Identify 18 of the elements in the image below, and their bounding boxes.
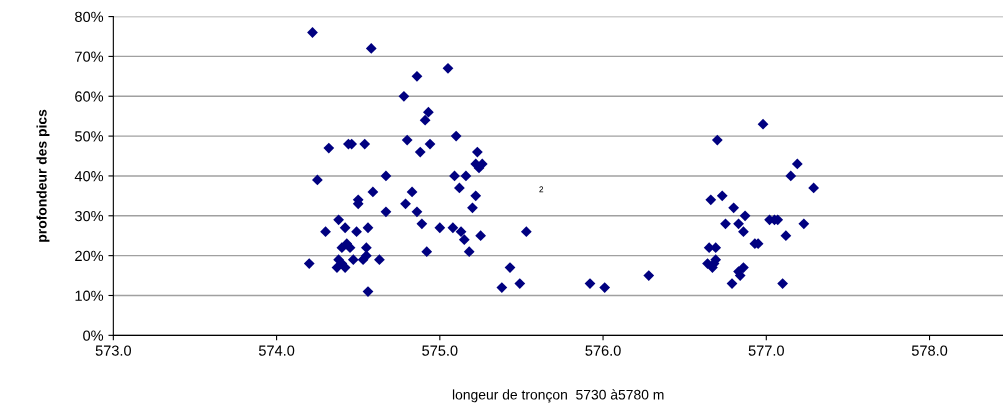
annotation: 2 — [539, 186, 544, 193]
y-tick-label: 80% — [75, 11, 104, 22]
x-axis-title: longeur de tronçon 5730 à5780 m — [452, 389, 664, 403]
y-tick-label: 10% — [75, 290, 104, 301]
x-tick-label: 574.0 — [258, 345, 295, 356]
y-axis-title: profondeur des pics — [36, 109, 50, 242]
x-tick-label: 577.0 — [748, 345, 784, 356]
x-tick-label: 576.0 — [585, 345, 621, 356]
y-tick-label: 40% — [74, 171, 104, 182]
x-tick-label: 575.0 — [422, 345, 458, 356]
y-tick-label: 30% — [74, 210, 104, 222]
y-tick-label: 50% — [75, 131, 104, 142]
y-tick-label: 60% — [75, 91, 104, 102]
y-tick-label: 70% — [75, 51, 104, 62]
y-tick-label: 20% — [75, 250, 104, 262]
x-tick-label: 578.0 — [911, 345, 948, 356]
y-tick-label: 0% — [83, 330, 104, 341]
x-tick-label: 573.0 — [95, 345, 132, 356]
